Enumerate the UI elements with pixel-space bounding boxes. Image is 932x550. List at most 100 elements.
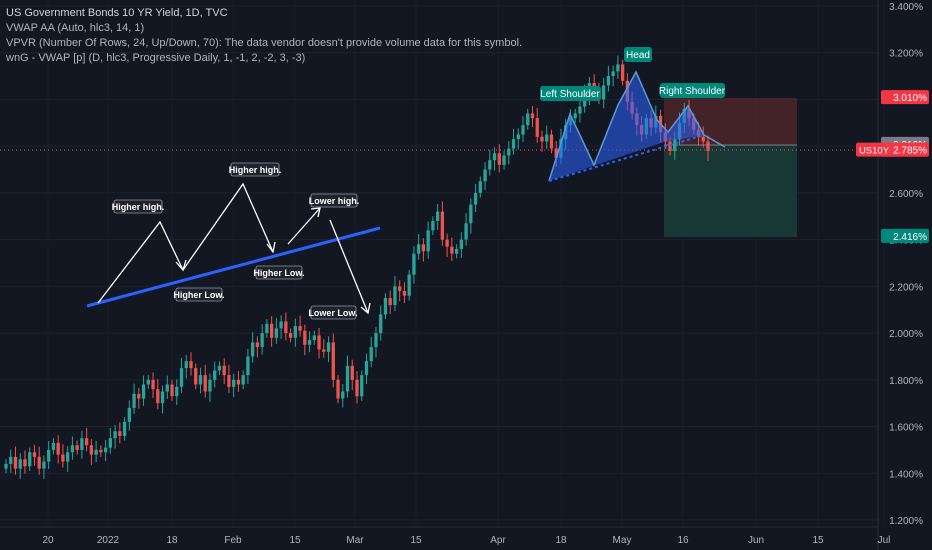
candle-body: [483, 169, 487, 182]
candle-body: [146, 379, 150, 385]
candle-body: [431, 220, 435, 231]
candle-body: [293, 326, 297, 338]
candle-body: [222, 365, 226, 376]
candle-body: [23, 459, 27, 467]
candle-body: [288, 333, 293, 338]
x-tick-label: Mar: [346, 535, 364, 546]
candle-body: [250, 342, 255, 357]
candle-body: [355, 379, 359, 397]
wave-arrow-4: [360, 302, 371, 315]
legend-vpvr[interactable]: VPVR (Number Of Rows, 24, Up/Down, 70): …: [6, 37, 523, 49]
candle-body: [32, 452, 37, 457]
candle-body: [407, 274, 411, 296]
lower-low-box: [310, 305, 357, 320]
price-tag-overlay: [881, 142, 929, 157]
candle-body: [469, 204, 473, 224]
candle-body: [56, 442, 60, 455]
candle-body: [241, 375, 245, 385]
candle-body: [165, 384, 169, 392]
candle-body: [127, 407, 131, 422]
candle-body: [213, 370, 217, 380]
x-tick-label: 18: [166, 535, 178, 546]
candle-body: [118, 431, 122, 436]
legend-symbol[interactable]: US Government Bonds 10 YR Yield, 1D, TVC: [6, 7, 228, 19]
candle-body: [317, 335, 321, 350]
candle-body: [426, 230, 430, 252]
candle-body: [530, 113, 535, 119]
higher-low-1-text: Higher Low.: [173, 290, 224, 300]
candle-body: [497, 153, 501, 165]
candle-body: [516, 134, 520, 140]
candle-body: [108, 438, 113, 448]
candle-body: [51, 442, 56, 450]
candle-body: [360, 375, 364, 397]
x-tick-label: 15: [812, 535, 824, 546]
y-tick-label: 2.200%: [889, 282, 923, 293]
legend-vwap-aa[interactable]: VWAP AA (Auto, hlc3, 14, 1): [6, 22, 145, 34]
candle-body: [364, 361, 369, 376]
candle-body: [61, 454, 65, 462]
legend-vwap-p[interactable]: wnG - VWAP [p] (D, hlc3, Progressive Dai…: [6, 52, 306, 64]
price-tag-value: 2.785%: [893, 146, 927, 157]
candle-body: [84, 438, 89, 446]
candle-body: [18, 459, 22, 469]
candle-body: [80, 438, 84, 450]
candle-body: [350, 365, 354, 380]
candle-body: [236, 379, 241, 385]
candle-body: [388, 298, 392, 306]
left-shoulder-text: Left Shoulder: [540, 89, 600, 100]
candle-body: [42, 461, 46, 469]
candle-body: [454, 248, 459, 254]
x-tick-label: 15: [289, 535, 301, 546]
candle-body: [492, 153, 497, 161]
trendline[interactable]: [86, 226, 381, 308]
candle-body: [4, 463, 8, 469]
candle-body: [122, 421, 127, 436]
candle-body: [450, 246, 454, 254]
candle-body: [151, 379, 155, 390]
candle-body: [611, 71, 615, 77]
price-tag: [881, 228, 929, 243]
take-profit-zone: [664, 145, 797, 237]
x-tick-label: 20: [42, 535, 54, 546]
candle-body: [331, 342, 335, 380]
legend: US Government Bonds 10 YR Yield, 1D, TVC…: [6, 6, 522, 66]
candle-body: [322, 349, 326, 352]
x-tick-label: 18: [555, 535, 567, 546]
y-tick-label: 1.200%: [889, 516, 923, 527]
y-tick-label: 3.200%: [889, 49, 923, 60]
candle-body: [507, 148, 511, 156]
candle-body: [255, 342, 260, 348]
time-axis-labels[interactable]: 20 2022 18 Feb 15 Mar 15 Apr 18 May 16 Jun 15 Jul: [42, 535, 890, 546]
candle-body: [298, 326, 302, 331]
candle-body: [673, 139, 677, 151]
candle-body: [103, 447, 108, 453]
candle-body: [526, 113, 530, 126]
candle-body: [89, 445, 94, 455]
y-tick-label: 1.600%: [889, 423, 923, 434]
candle-body: [312, 335, 316, 341]
wave-arrow-1: [175, 259, 187, 272]
candle-body: [398, 286, 402, 292]
higher-high-1-box: [113, 199, 163, 214]
price-tag: [881, 90, 929, 105]
higher-high-2-box: [230, 162, 280, 177]
candle-body: [28, 452, 32, 467]
candle-body: [706, 141, 710, 151]
grid: [0, 5, 878, 521]
left-shoulder-pill: [540, 86, 601, 101]
candle-body: [160, 391, 165, 404]
y-tick-label: 1.800%: [889, 376, 923, 387]
candle-body: [326, 342, 331, 352]
head-text: Head: [626, 50, 650, 61]
candle-body: [701, 136, 705, 142]
lower-high-box: [310, 193, 358, 208]
lower-high-text: Lower high.: [309, 196, 360, 206]
candle-body: [383, 298, 388, 315]
y-tick-label: 2.000%: [889, 329, 923, 340]
candle-body: [488, 160, 492, 170]
candle-body: [132, 393, 136, 408]
candle-body: [511, 139, 516, 149]
